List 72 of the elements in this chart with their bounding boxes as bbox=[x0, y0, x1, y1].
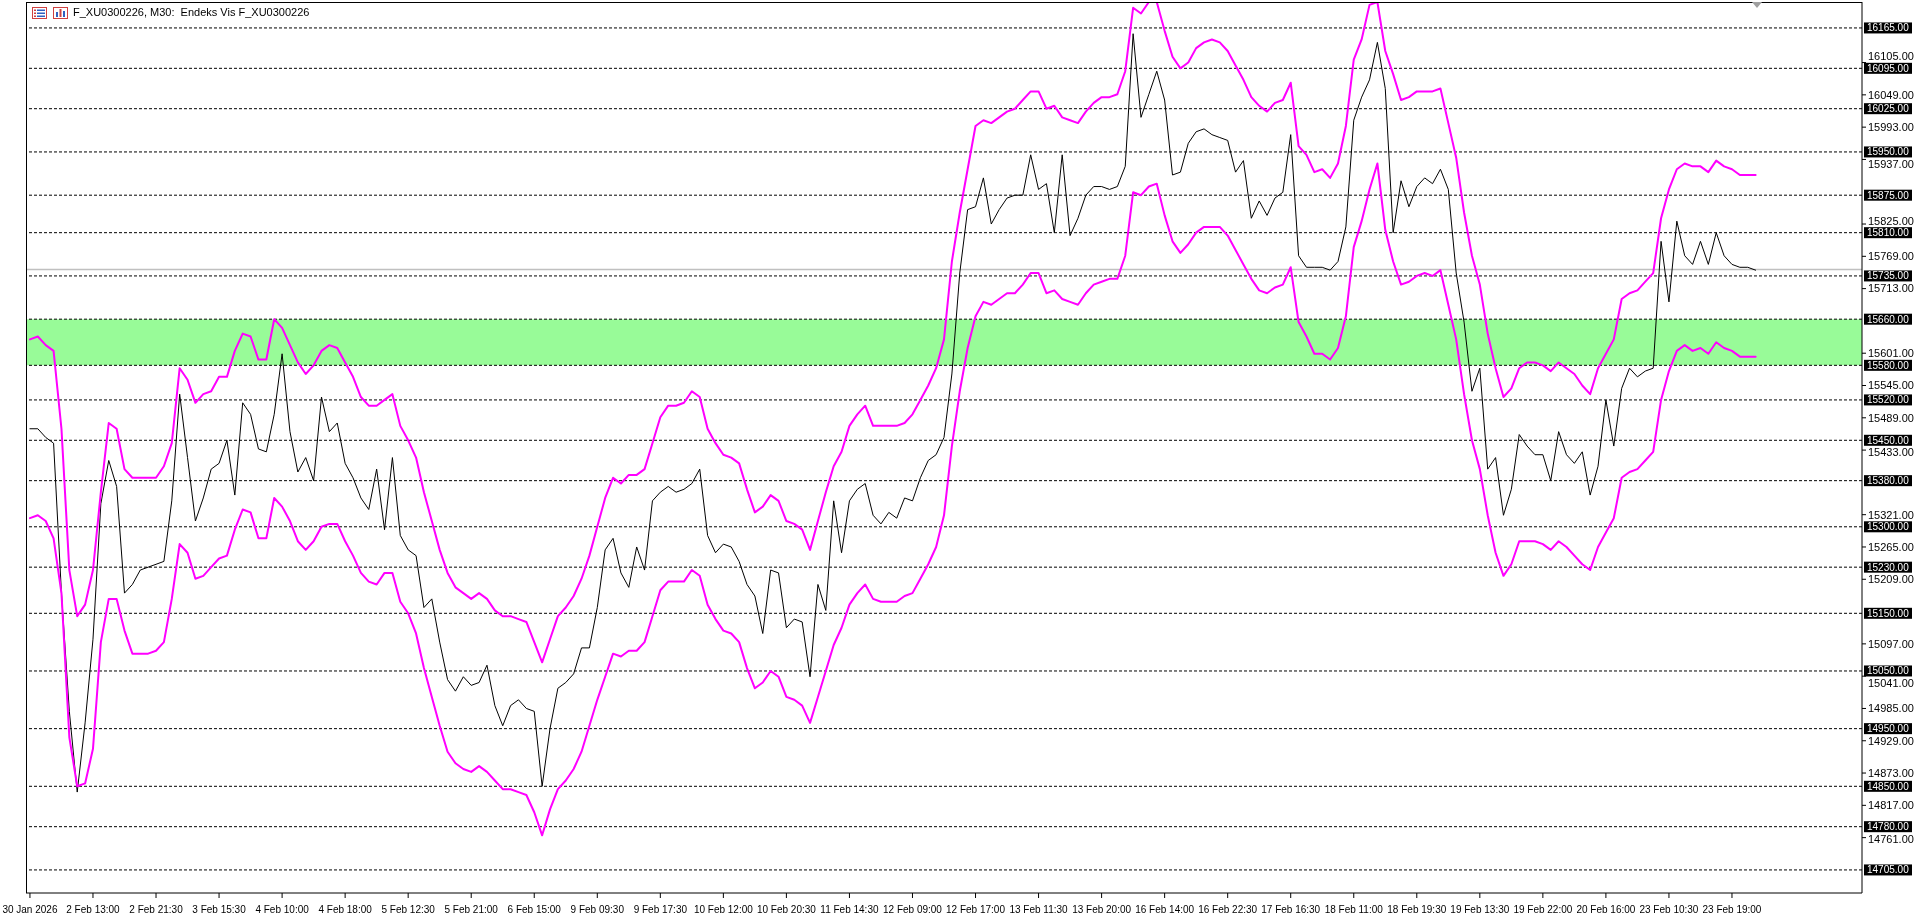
ref-line-label: 16095.00 bbox=[1867, 62, 1910, 74]
y-tick-label: 15209.00 bbox=[1868, 573, 1914, 586]
y-tick-label: 14873.00 bbox=[1868, 766, 1914, 779]
ref-line-label: 15520.00 bbox=[1867, 394, 1910, 406]
y-tick-label: 15041.00 bbox=[1868, 676, 1914, 689]
x-tick-label: 13 Feb 11:30 bbox=[1009, 904, 1069, 916]
y-tick-label: 14929.00 bbox=[1868, 734, 1914, 747]
x-tick-label: 10 Feb 12:00 bbox=[693, 904, 754, 916]
ref-line-label: 15230.00 bbox=[1867, 561, 1910, 573]
x-tick-label: 12 Feb 17:00 bbox=[946, 904, 1006, 916]
ref-line-label: 15950.00 bbox=[1867, 146, 1910, 158]
x-tick-label: 4 Feb 10:00 bbox=[255, 904, 310, 916]
x-tick-label: 3 Feb 15:30 bbox=[192, 904, 247, 916]
ref-line-label: 15300.00 bbox=[1867, 521, 1910, 533]
x-tick-label: 2 Feb 21:30 bbox=[129, 904, 184, 916]
ref-line-label: 15810.00 bbox=[1867, 227, 1910, 239]
ref-line-label: 16165.00 bbox=[1867, 22, 1910, 34]
ref-line-label: 15735.00 bbox=[1867, 270, 1910, 282]
x-tick-label: 19 Feb 13:30 bbox=[1450, 904, 1510, 916]
x-tick-label: 23 Feb 10:30 bbox=[1639, 904, 1699, 916]
ref-line-label: 15450.00 bbox=[1867, 434, 1910, 446]
x-tick-label: 16 Feb 22:30 bbox=[1198, 904, 1258, 916]
x-tick-label: 6 Feb 15:00 bbox=[507, 904, 562, 916]
y-tick-label: 15601.00 bbox=[1868, 347, 1914, 360]
y-tick-label: 15097.00 bbox=[1868, 637, 1914, 650]
x-tick-label: 5 Feb 12:30 bbox=[381, 904, 436, 916]
x-tick-label: 18 Feb 11:00 bbox=[1324, 904, 1384, 916]
ref-line-label: 14705.00 bbox=[1867, 864, 1910, 876]
x-tick-label: 11 Feb 14:30 bbox=[820, 904, 879, 916]
x-tick-label: 23 Feb 19:00 bbox=[1702, 904, 1762, 916]
y-tick-label: 16049.00 bbox=[1868, 88, 1914, 101]
line-series bbox=[28, 162, 1757, 837]
y-tick-label: 15321.00 bbox=[1868, 508, 1914, 521]
x-tick-label: 9 Feb 09:30 bbox=[570, 904, 625, 916]
x-tick-label: 13 Feb 20:00 bbox=[1072, 904, 1132, 916]
chart-title: F_XU0300226, M30: Endeks Vis F_XU0300226 bbox=[73, 6, 310, 19]
ref-line-label: 15380.00 bbox=[1867, 475, 1910, 487]
x-tick-label: 18 Feb 19:30 bbox=[1387, 904, 1447, 916]
ref-line-label: 14780.00 bbox=[1867, 821, 1910, 833]
x-tick-label: 19 Feb 22:00 bbox=[1513, 904, 1573, 916]
y-tick-label: 15265.00 bbox=[1868, 540, 1914, 553]
y-tick-label: 15937.00 bbox=[1868, 157, 1914, 170]
line-series bbox=[28, 2, 1757, 664]
ref-line-label: 14950.00 bbox=[1867, 723, 1910, 735]
y-tick-label: 15489.00 bbox=[1868, 411, 1914, 424]
y-tick-label: 15769.00 bbox=[1868, 250, 1914, 263]
x-tick-label: 30 Jan 2026 bbox=[2, 904, 58, 916]
y-tick-label: 15993.00 bbox=[1868, 120, 1914, 133]
x-tick-label: 20 Feb 16:00 bbox=[1576, 904, 1636, 916]
x-tick-label: 5 Feb 21:00 bbox=[444, 904, 499, 916]
ref-line-label: 16025.00 bbox=[1867, 103, 1910, 115]
x-tick-label: 2 Feb 13:00 bbox=[66, 904, 121, 916]
ref-line-label: 15050.00 bbox=[1867, 665, 1910, 677]
ref-line-label: 15660.00 bbox=[1867, 313, 1910, 325]
x-tick-label: 10 Feb 20:30 bbox=[756, 904, 817, 916]
ref-line-label: 15875.00 bbox=[1867, 189, 1910, 201]
y-tick-label: 15433.00 bbox=[1868, 446, 1914, 459]
x-tick-label: 4 Feb 18:00 bbox=[318, 904, 373, 916]
y-tick-label: 15825.00 bbox=[1868, 214, 1914, 227]
x-tick-label: 12 Feb 09:00 bbox=[883, 904, 943, 916]
x-tick-label: 9 Feb 17:30 bbox=[633, 904, 688, 916]
y-tick-label: 15545.00 bbox=[1868, 379, 1914, 392]
ref-line-label: 15580.00 bbox=[1867, 359, 1910, 371]
ref-line-label: 14850.00 bbox=[1867, 780, 1910, 792]
y-tick-label: 14817.00 bbox=[1868, 799, 1914, 812]
y-tick-label: 16105.00 bbox=[1868, 50, 1914, 63]
x-tick-label: 16 Feb 14:00 bbox=[1135, 904, 1195, 916]
y-tick-label: 14761.00 bbox=[1868, 832, 1914, 845]
x-tick-label: 17 Feb 16:30 bbox=[1261, 904, 1321, 916]
y-tick-label: 15713.00 bbox=[1868, 282, 1914, 295]
y-tick-label: 14985.00 bbox=[1868, 702, 1914, 715]
ref-line-label: 15150.00 bbox=[1867, 607, 1910, 619]
